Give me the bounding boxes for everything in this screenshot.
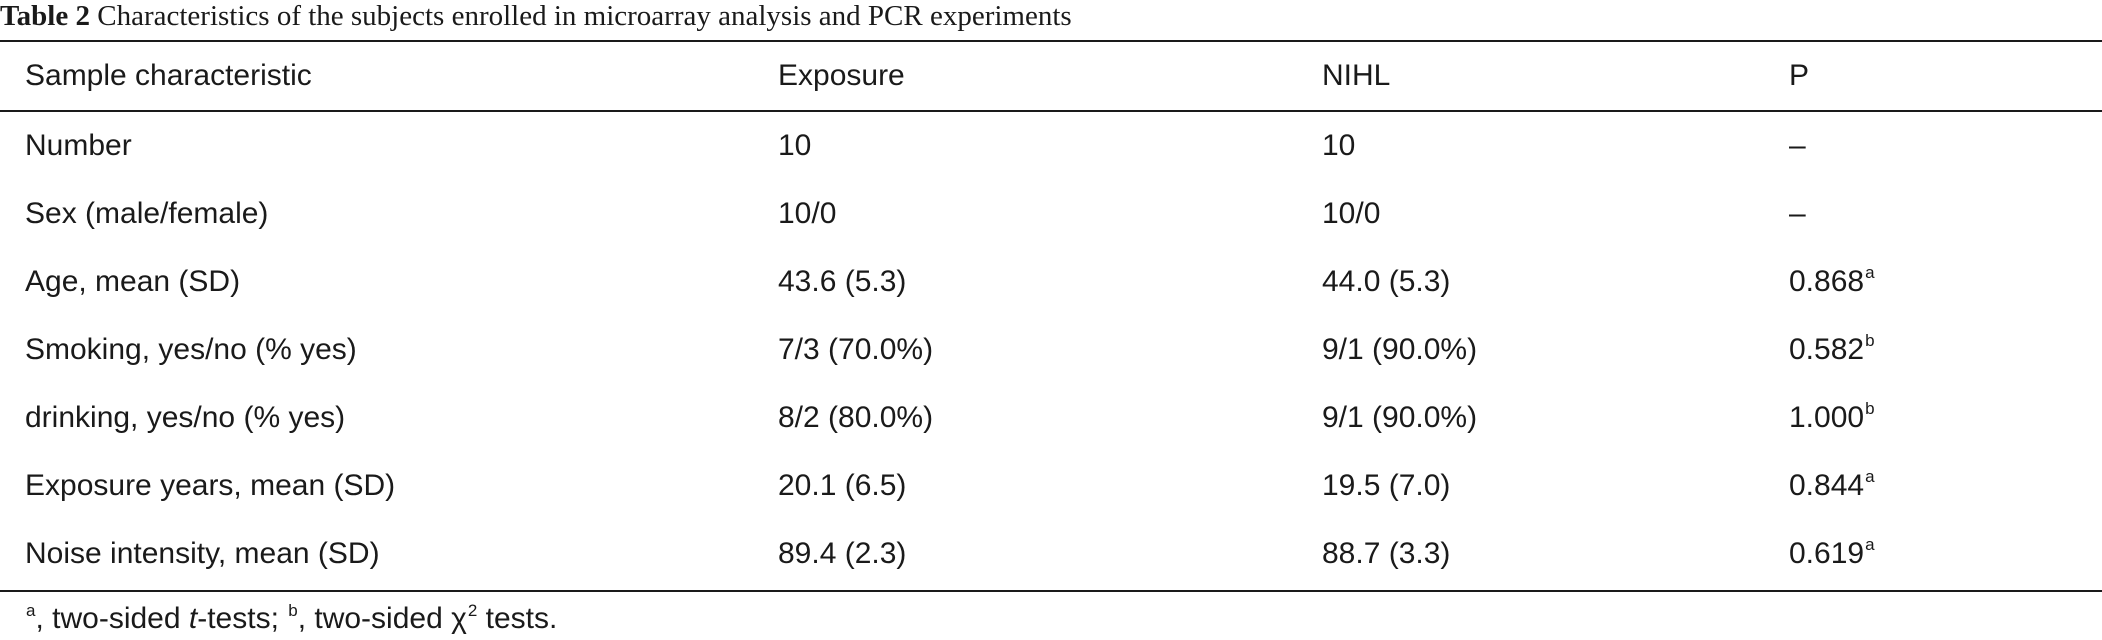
p-value-text: 0.868: [1789, 265, 1865, 298]
p-value-text: 0.582: [1789, 333, 1865, 366]
header-p: P: [1789, 59, 1810, 92]
table-row: Age, mean (SD) 43.6 (5.3) 44.0 (5.3) 0.8…: [0, 248, 2102, 316]
table-row: Number 10 10 –: [0, 112, 2102, 180]
top-rule: [0, 40, 2102, 42]
row-p-value: 0.582b: [1789, 316, 1875, 384]
row-nihl-value: 88.7 (3.3): [1322, 537, 1451, 570]
row-p-value: 0.868a: [1789, 248, 1875, 316]
table-label: Table 2: [0, 0, 90, 32]
p-value-footnote-mark: a: [1865, 263, 1875, 282]
footnote-a-italic: t: [188, 602, 198, 635]
p-value-text: –: [1789, 197, 1806, 230]
p-value-footnote-mark: a: [1865, 535, 1875, 554]
row-nihl-value: 19.5 (7.0): [1322, 469, 1451, 502]
footnote-mark-a: a: [26, 601, 36, 620]
row-p-value: 1.000b: [1789, 384, 1875, 452]
header-exposure: Exposure: [778, 59, 905, 92]
table-footnote: a, two-sided t-tests; b, two-sided χ2 te…: [25, 598, 557, 640]
p-value-text: 0.619: [1789, 537, 1865, 570]
table-row: Noise intensity, mean (SD) 89.4 (2.3) 88…: [0, 520, 2102, 588]
table-header-row: Sample characteristic Exposure NIHL P: [0, 42, 2102, 110]
row-characteristic: Age, mean (SD): [25, 265, 241, 298]
bottom-rule: [0, 590, 2102, 592]
row-exposure-value: 43.6 (5.3): [778, 265, 907, 298]
table-row: Smoking, yes/no (% yes) 7/3 (70.0%) 9/1 …: [0, 316, 2102, 384]
row-characteristic: Number: [25, 129, 132, 162]
row-exposure-value: 8/2 (80.0%): [778, 401, 934, 434]
row-nihl-value: 9/1 (90.0%): [1322, 401, 1478, 434]
row-nihl-value: 10: [1322, 129, 1356, 162]
footnote-mark-b: b: [288, 601, 298, 620]
row-characteristic: Smoking, yes/no (% yes): [25, 333, 357, 366]
footnote-a-text-1: , two-sided: [35, 602, 189, 635]
row-exposure-value: 7/3 (70.0%): [778, 333, 934, 366]
footnote-b-text-1: , two-sided χ: [297, 602, 467, 635]
table-caption: Table 2 Characteristics of the subjects …: [0, 0, 2102, 40]
p-value-text: –: [1789, 129, 1806, 162]
row-characteristic: Sex (male/female): [25, 197, 269, 230]
row-characteristic: drinking, yes/no (% yes): [25, 401, 346, 434]
table-row: Exposure years, mean (SD) 20.1 (6.5) 19.…: [0, 452, 2102, 520]
row-exposure-value: 10: [778, 129, 812, 162]
row-p-value: 0.844a: [1789, 452, 1875, 520]
table-row: drinking, yes/no (% yes) 8/2 (80.0%) 9/1…: [0, 384, 2102, 452]
p-value-text: 0.844: [1789, 469, 1865, 502]
footnote-b-text-2: tests.: [477, 602, 558, 635]
p-value-footnote-mark: b: [1865, 331, 1875, 350]
table-row: Sex (male/female) 10/0 10/0 –: [0, 180, 2102, 248]
row-nihl-value: 9/1 (90.0%): [1322, 333, 1478, 366]
header-nihl: NIHL: [1322, 59, 1391, 92]
row-nihl-value: 10/0: [1322, 197, 1381, 230]
p-value-text: 1.000: [1789, 401, 1865, 434]
header-sample-characteristic: Sample characteristic: [25, 59, 312, 92]
header-rule: [0, 110, 2102, 112]
row-characteristic: Noise intensity, mean (SD): [25, 537, 380, 570]
row-exposure-value: 89.4 (2.3): [778, 537, 907, 570]
row-p-value: –: [1789, 180, 1807, 248]
footnote-b-superscript: 2: [467, 601, 478, 620]
row-exposure-value: 10/0: [778, 197, 837, 230]
row-nihl-value: 44.0 (5.3): [1322, 265, 1451, 298]
footnote-a-text-2: -tests;: [197, 602, 288, 635]
row-exposure-value: 20.1 (6.5): [778, 469, 907, 502]
row-characteristic: Exposure years, mean (SD): [25, 469, 396, 502]
row-p-value: 0.619a: [1789, 520, 1875, 588]
row-p-value: –: [1789, 112, 1807, 180]
p-value-footnote-mark: a: [1865, 467, 1875, 486]
p-value-footnote-mark: b: [1865, 399, 1875, 418]
table-caption-text: Characteristics of the subjects enrolled…: [97, 0, 1072, 32]
